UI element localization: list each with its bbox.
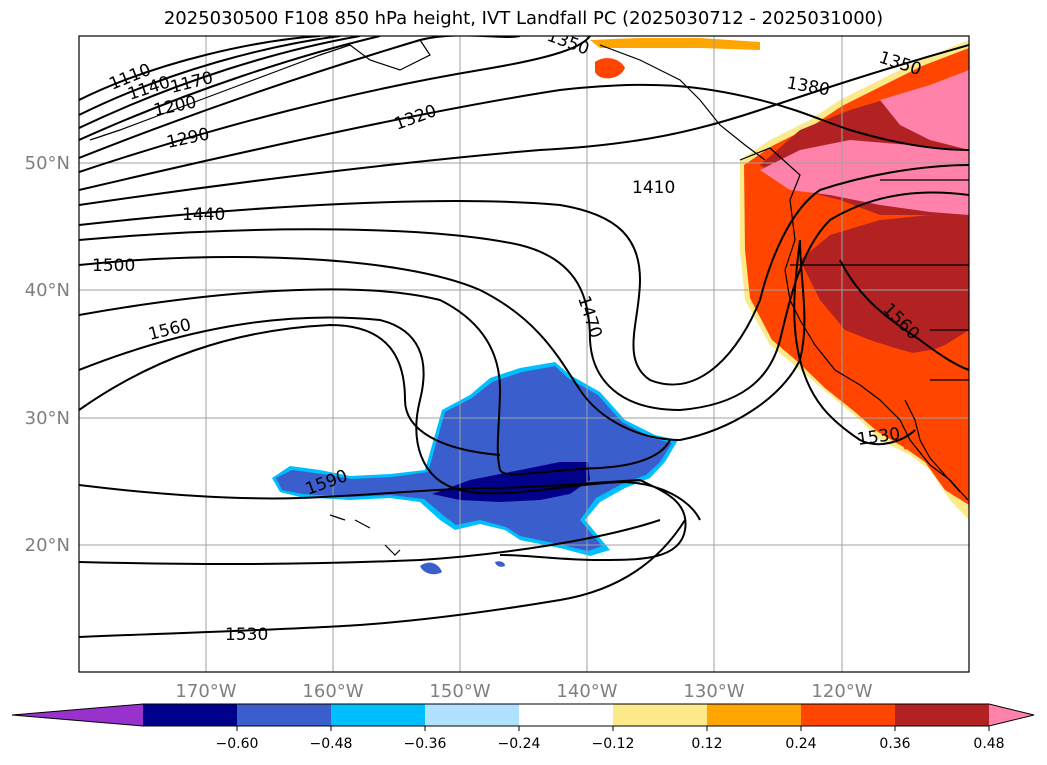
colorbar-tick-label: 0.12	[691, 736, 722, 752]
contour-label: 1200	[152, 92, 198, 121]
graticule	[79, 36, 969, 672]
contour-label: 1290	[165, 124, 211, 153]
colorbar-segment	[519, 704, 614, 726]
colorbar-segment	[237, 704, 332, 726]
height-contours	[79, 36, 969, 638]
lat-tick-label: 50°N	[25, 153, 70, 174]
contour-label: 1530	[225, 625, 268, 645]
lon-tick-label: 150°W	[429, 681, 490, 702]
longitude-labels: 170°W 160°W 150°W 140°W 130°W 120°W	[175, 681, 872, 702]
contour-label: 1440	[182, 205, 225, 225]
lon-tick-label: 140°W	[556, 681, 617, 702]
lat-tick-label: 20°N	[25, 535, 70, 556]
contour-label: 1470	[573, 293, 605, 340]
colorbar-extend-min	[12, 704, 143, 726]
colorbar-segment	[801, 704, 896, 726]
lon-tick-label: 130°W	[683, 681, 744, 702]
colorbar-segment	[331, 704, 426, 726]
colorbar-tick-label: −0.36	[404, 736, 447, 752]
colorbar-tick-label: 0.48	[973, 736, 1004, 752]
contour-label: 1320	[392, 101, 439, 135]
colorbar-segment	[425, 704, 520, 726]
latitude-labels: 20°N 30°N 40°N 50°N	[25, 153, 70, 556]
contour-label: 1410	[632, 178, 675, 198]
plot-frame	[78, 35, 970, 673]
colorbar-segment	[707, 704, 802, 726]
colorbar-tick-label: −0.12	[592, 736, 635, 752]
coastlines	[89, 39, 969, 556]
colorbar-tick-label: −0.48	[310, 736, 353, 752]
contour-label: 1500	[92, 256, 135, 276]
colorbar-outline	[11, 703, 1035, 727]
colorbar-tick-label: 0.24	[785, 736, 816, 752]
colorbar: −0.60 −0.48 −0.36 −0.24 −0.12 0.12 0.24 0.36 0.4…	[11, 703, 1035, 752]
map-title: 2025030500 F108 850 hPa height, IVT Land…	[163, 8, 884, 29]
colorbar-tick-label: −0.24	[498, 736, 541, 752]
lat-tick-label: 30°N	[25, 408, 70, 429]
lon-tick-label: 170°W	[175, 681, 236, 702]
colorbar-tick-label: 0.36	[879, 736, 910, 752]
colorbar-segment	[613, 704, 708, 726]
colorbar-extend-max	[989, 704, 1034, 726]
lon-tick-label: 120°W	[811, 681, 872, 702]
lon-tick-label: 160°W	[302, 681, 363, 702]
colorbar-tick-label: −0.60	[216, 736, 259, 752]
colorbar-segment	[895, 704, 990, 726]
contour-label: 1380	[785, 73, 831, 100]
colorbar-segment	[143, 704, 238, 726]
lat-tick-label: 40°N	[25, 280, 70, 301]
